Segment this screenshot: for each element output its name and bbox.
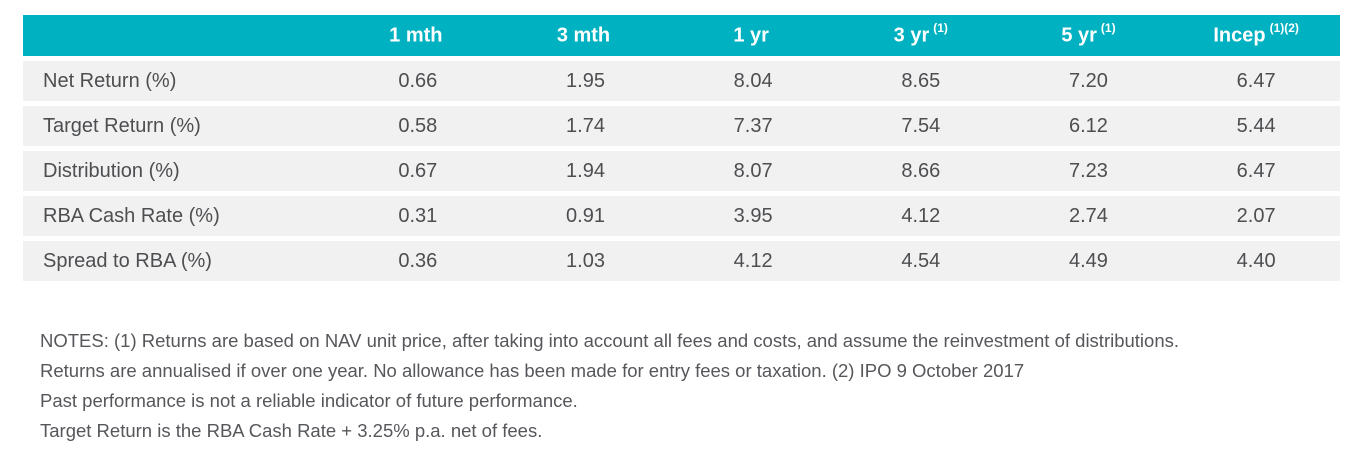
table-row-rba-cash-rate: RBA Cash Rate (%) 0.31 0.91 3.95 4.12 2.… bbox=[23, 196, 1340, 236]
cell-value: 8.66 bbox=[836, 151, 1005, 191]
cell-value: 8.04 bbox=[669, 61, 837, 101]
header-cell-1mth: 1 mth bbox=[334, 15, 502, 56]
header-label-incep: Incep bbox=[1213, 24, 1266, 47]
header-label-1yr: 1 yr bbox=[733, 24, 769, 47]
header-cell-empty bbox=[23, 15, 334, 56]
cell-value: 4.12 bbox=[669, 241, 837, 281]
cell-value: 3.95 bbox=[669, 196, 837, 236]
cell-value: 6.47 bbox=[1172, 61, 1340, 101]
cell-value: 2.74 bbox=[1004, 196, 1173, 236]
header-cell-5yr: 5 yr (1) bbox=[1004, 15, 1173, 56]
footnote-ref: (1)(2) bbox=[1269, 21, 1299, 36]
row-label: Spread to RBA (%) bbox=[23, 241, 334, 281]
returns-table: 1 mth 3 mth 1 yr 3 yr (1) 5 yr (1) Incep (1… bbox=[23, 10, 1340, 286]
table-row-net-return: Net Return (%) 0.66 1.95 8.04 8.65 7.20 … bbox=[23, 61, 1340, 101]
cell-value: 8.07 bbox=[669, 151, 837, 191]
table-row-target-return: Target Return (%) 0.58 1.74 7.37 7.54 6.… bbox=[23, 106, 1340, 146]
cell-value: 6.12 bbox=[1004, 106, 1173, 146]
header-label-5yr: 5 yr bbox=[1061, 24, 1097, 47]
cell-value: 7.20 bbox=[1004, 61, 1173, 101]
cell-value: 1.74 bbox=[501, 106, 670, 146]
cell-value: 2.07 bbox=[1172, 196, 1340, 236]
footnote-ref: (1) bbox=[933, 21, 948, 36]
cell-value: 0.66 bbox=[334, 61, 502, 101]
row-label: Target Return (%) bbox=[23, 106, 334, 146]
cell-value: 0.67 bbox=[334, 151, 502, 191]
table-row-spread-to-rba: Spread to RBA (%) 0.36 1.03 4.12 4.54 4.… bbox=[23, 241, 1340, 281]
cell-value: 0.58 bbox=[334, 106, 502, 146]
cell-value: 4.40 bbox=[1172, 241, 1340, 281]
row-label: Distribution (%) bbox=[23, 151, 334, 191]
footnotes: NOTES: (1) Returns are based on NAV unit… bbox=[40, 326, 1179, 446]
cell-value: 1.03 bbox=[501, 241, 670, 281]
cell-value: 6.47 bbox=[1172, 151, 1340, 191]
notes-line-4: Target Return is the RBA Cash Rate + 3.2… bbox=[40, 420, 543, 441]
cell-value: 0.31 bbox=[334, 196, 502, 236]
cell-value: 7.37 bbox=[669, 106, 837, 146]
cell-value: 7.54 bbox=[836, 106, 1005, 146]
cell-value: 4.54 bbox=[836, 241, 1005, 281]
header-label-3mth: 3 mth bbox=[556, 24, 611, 47]
table-row-distribution: Distribution (%) 0.67 1.94 8.07 8.66 7.2… bbox=[23, 151, 1340, 191]
notes-line-3: Past performance is not a reliable indic… bbox=[40, 390, 578, 411]
row-label: RBA Cash Rate (%) bbox=[23, 196, 334, 236]
row-label: Net Return (%) bbox=[23, 61, 334, 101]
cell-value: 1.95 bbox=[501, 61, 670, 101]
header-label-3yr: 3 yr bbox=[893, 24, 930, 47]
cell-value: 5.44 bbox=[1172, 106, 1340, 146]
footnote-ref: (1) bbox=[1100, 21, 1116, 36]
header-cell-1yr: 1 yr bbox=[669, 15, 837, 56]
table-header-row: 1 mth 3 mth 1 yr 3 yr (1) 5 yr (1) Incep (1… bbox=[23, 15, 1340, 56]
cell-value: 7.23 bbox=[1004, 151, 1173, 191]
cell-value: 8.65 bbox=[836, 61, 1005, 101]
performance-table: 1 mth 3 mth 1 yr 3 yr (1) 5 yr (1) Incep (1… bbox=[23, 10, 1340, 286]
cell-value: 0.91 bbox=[501, 196, 670, 236]
header-cell-3mth: 3 mth bbox=[501, 15, 670, 56]
header-label-1mth: 1 mth bbox=[389, 24, 443, 47]
notes-line-1: NOTES: (1) Returns are based on NAV unit… bbox=[40, 330, 1180, 351]
cell-value: 4.12 bbox=[836, 196, 1005, 236]
cell-value: 1.94 bbox=[501, 151, 670, 191]
cell-value: 0.36 bbox=[334, 241, 502, 281]
notes-line-2: Returns are annualised if over one year.… bbox=[40, 360, 1025, 381]
header-cell-incep: Incep (1)(2) bbox=[1172, 15, 1340, 56]
cell-value: 4.49 bbox=[1004, 241, 1173, 281]
header-cell-3yr: 3 yr (1) bbox=[836, 15, 1005, 56]
